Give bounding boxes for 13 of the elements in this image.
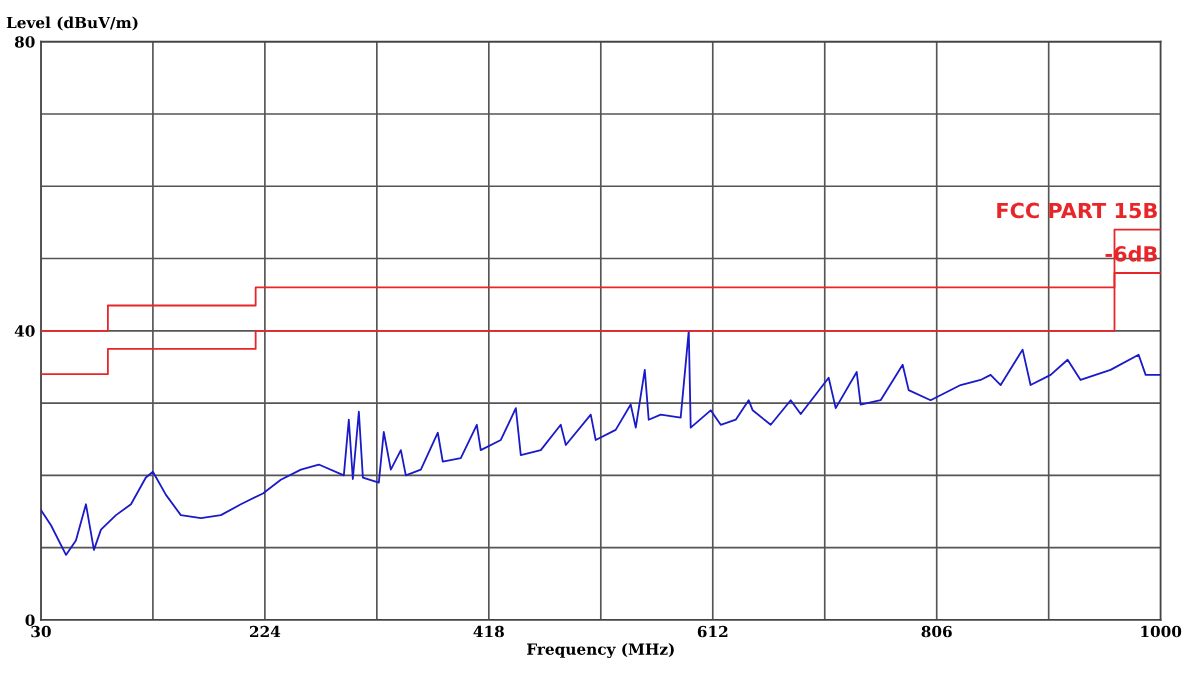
x-tick-label: 612 bbox=[697, 625, 728, 638]
x-axis-title: Frequency (MHz) bbox=[527, 643, 674, 659]
y-axis-title: Level (dBuV/m) bbox=[6, 16, 138, 31]
x-tick-label: 224 bbox=[249, 625, 281, 638]
x-tick-label: 418 bbox=[473, 625, 504, 638]
line-series bbox=[40, 329, 1161, 556]
y-tick-label: 40 bbox=[14, 325, 35, 337]
x-tick-label: 30 bbox=[31, 625, 51, 638]
y-tick-label: 0 bbox=[25, 614, 35, 626]
y-tick-label: 80 bbox=[14, 36, 35, 48]
x-tick-label: 1000 bbox=[1141, 625, 1182, 638]
x-tick-label: 806 bbox=[921, 625, 952, 638]
series-label: FCC PART 15B bbox=[997, 202, 1157, 219]
